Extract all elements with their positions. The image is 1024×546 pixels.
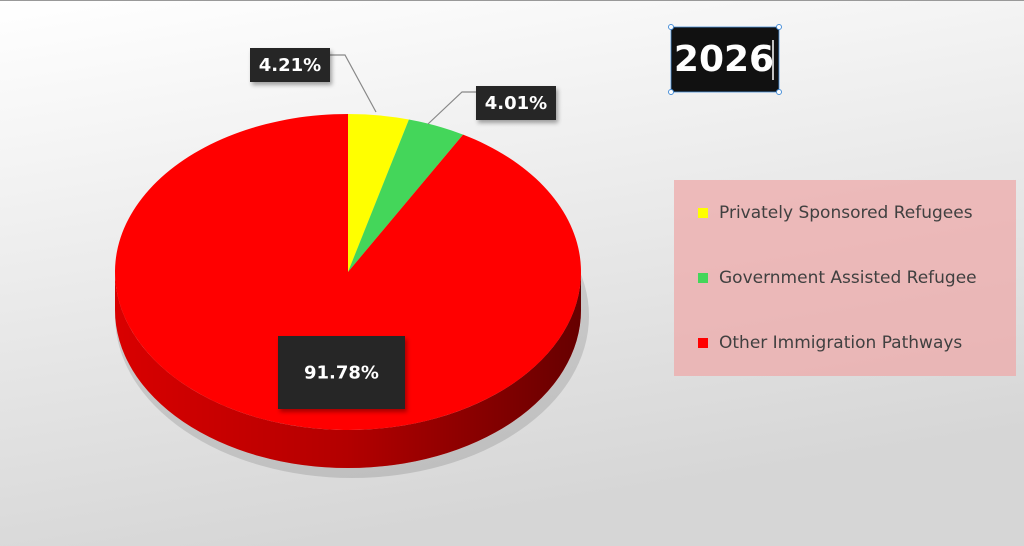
handle <box>668 24 674 30</box>
pie: 4.21% 4.01% 91.78% <box>115 48 589 478</box>
handle <box>776 24 782 30</box>
data-label: 4.21% <box>259 55 321 76</box>
leader-line <box>427 91 476 125</box>
chart-title: 2026 <box>674 39 774 80</box>
leader-line <box>330 54 377 113</box>
legend-swatch <box>698 273 708 283</box>
data-label: 91.78% <box>304 363 379 384</box>
slice <box>348 114 409 272</box>
legend-box <box>674 180 1016 376</box>
legend-label: Privately Sponsored Refugees <box>719 203 973 223</box>
selection-frame <box>670 26 780 93</box>
data-label-box <box>278 336 405 409</box>
legend-label: Other Immigration Pathways <box>719 333 962 353</box>
data-label: 4.01% <box>485 93 547 114</box>
slice <box>348 119 464 272</box>
handle <box>668 89 674 95</box>
slice <box>115 114 581 430</box>
side-shade <box>115 272 581 468</box>
data-label-box <box>250 48 330 82</box>
title-box[interactable] <box>671 27 779 92</box>
handle <box>776 89 782 95</box>
legend-swatch <box>698 338 708 348</box>
legend-swatch <box>698 208 708 218</box>
data-label-box <box>476 86 556 120</box>
legend: Privately Sponsored Refugees Government A… <box>698 203 977 353</box>
legend-label: Government Assisted Refugee <box>719 268 977 288</box>
